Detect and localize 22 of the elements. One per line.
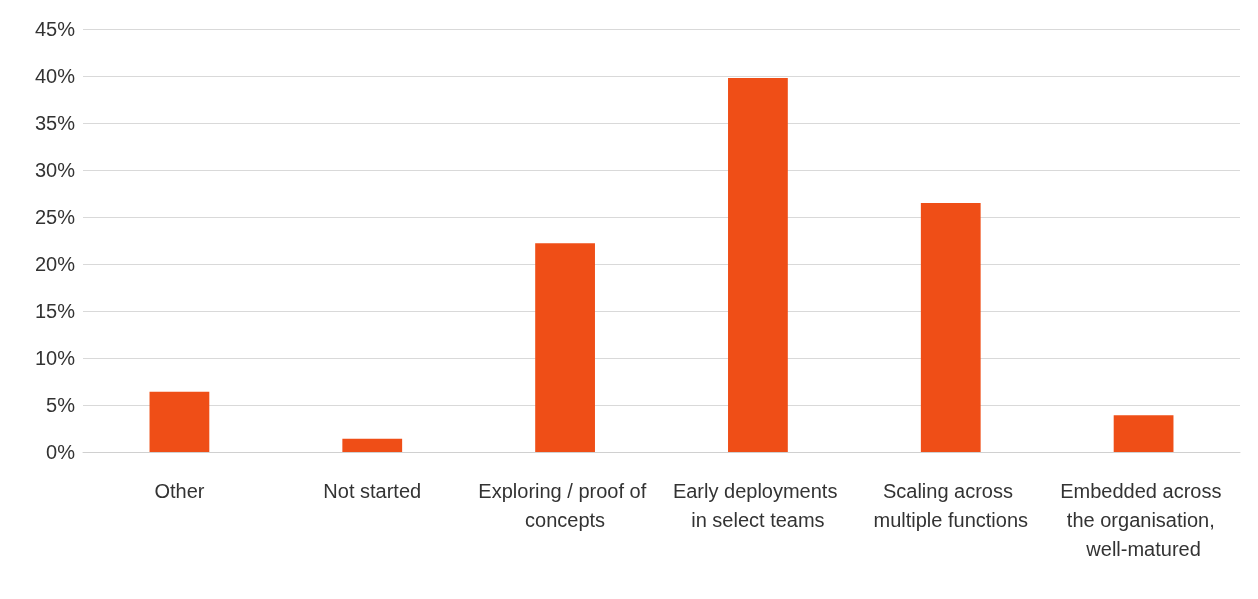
y-tick-label: 20% (34, 253, 76, 275)
y-tick-label: 0% (46, 441, 76, 463)
x-tick-label: Embedded across the organisation, well-matured (1060, 479, 1227, 560)
bar (535, 243, 595, 452)
y-tick-label: 15% (34, 300, 76, 322)
x-tick-label: Scaling across multiple functions (873, 479, 1029, 531)
bar (149, 391, 210, 452)
y-tick-label: 5% (46, 394, 76, 416)
y-tick-label: 35% (34, 112, 76, 134)
y-tick-label: 25% (34, 206, 76, 228)
y-tick-label: 45% (34, 18, 76, 40)
x-tick-label: Exploring / proof of concepts (478, 479, 652, 531)
bar (1113, 415, 1174, 452)
x-tick-label: Other (154, 479, 205, 502)
y-tick-label: 40% (34, 65, 76, 87)
x-tick-label: Early deployments in select teams (672, 479, 843, 531)
y-tick-label: 10% (34, 347, 76, 369)
bar (920, 202, 981, 452)
bar (342, 438, 403, 452)
y-tick-label: 30% (34, 159, 76, 181)
bar (728, 77, 788, 452)
x-tick-label: Not started (323, 479, 422, 502)
